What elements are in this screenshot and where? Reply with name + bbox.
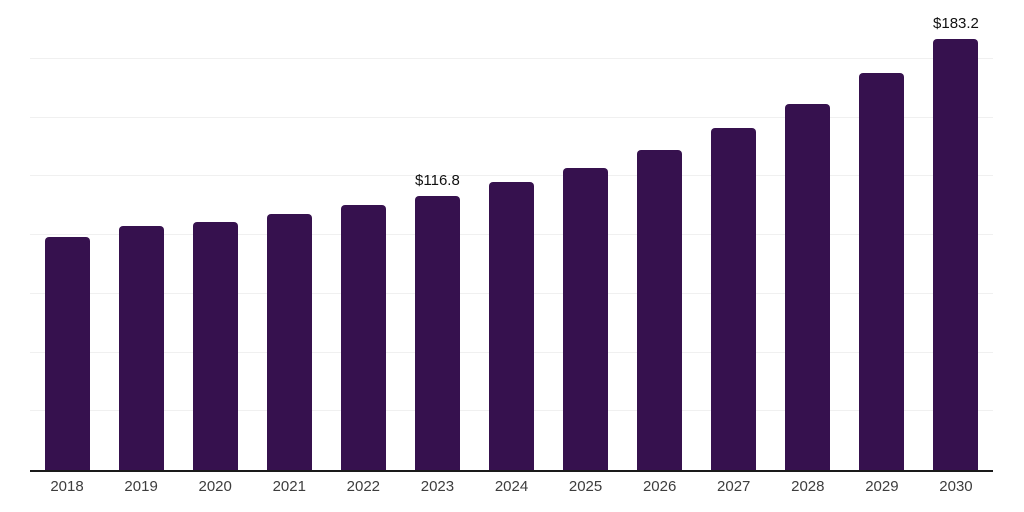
x-tick-2023: 2023 xyxy=(420,478,455,495)
value-label-2030: $183.2 xyxy=(933,15,979,33)
bar-2020 xyxy=(192,222,238,470)
plot-area: $116.8 $183.2 xyxy=(30,0,993,472)
bar-2023 xyxy=(414,195,460,470)
bar-2022 xyxy=(340,204,386,470)
x-tick-2026: 2026 xyxy=(642,478,677,495)
x-tick-2022: 2022 xyxy=(346,478,381,495)
bar-2029 xyxy=(859,72,905,470)
x-tick-2019: 2019 xyxy=(124,478,158,495)
bar-2024 xyxy=(489,182,534,470)
bar-2025 xyxy=(563,168,609,470)
bar-2027 xyxy=(711,127,757,470)
gridline-175 xyxy=(30,57,993,59)
value-label-2023: $116.8 xyxy=(415,171,460,189)
x-axis-tick-labels: 2018 2019 2020 2021 2022 2023 2024 2025 2026 2027… xyxy=(30,478,993,504)
x-tick-2025: 2025 xyxy=(568,478,603,495)
bar-2021 xyxy=(266,213,312,470)
x-tick-2030: 2030 xyxy=(939,478,973,495)
gridline-125 xyxy=(30,175,993,177)
x-tick-2018: 2018 xyxy=(50,478,84,495)
gridline-150 xyxy=(30,116,993,118)
x-tick-2027: 2027 xyxy=(717,478,751,495)
x-tick-2028: 2028 xyxy=(791,478,825,495)
bar-2018 xyxy=(44,236,90,470)
bar-2028 xyxy=(785,103,831,470)
bar-2026 xyxy=(637,149,683,470)
x-axis-line xyxy=(30,470,993,472)
x-tick-2020: 2020 xyxy=(198,478,232,495)
x-tick-2021: 2021 xyxy=(272,478,306,495)
bar-2030 xyxy=(933,39,979,470)
bar-2019 xyxy=(118,225,164,470)
x-tick-2024: 2024 xyxy=(494,478,529,495)
x-tick-2029: 2029 xyxy=(865,478,899,495)
